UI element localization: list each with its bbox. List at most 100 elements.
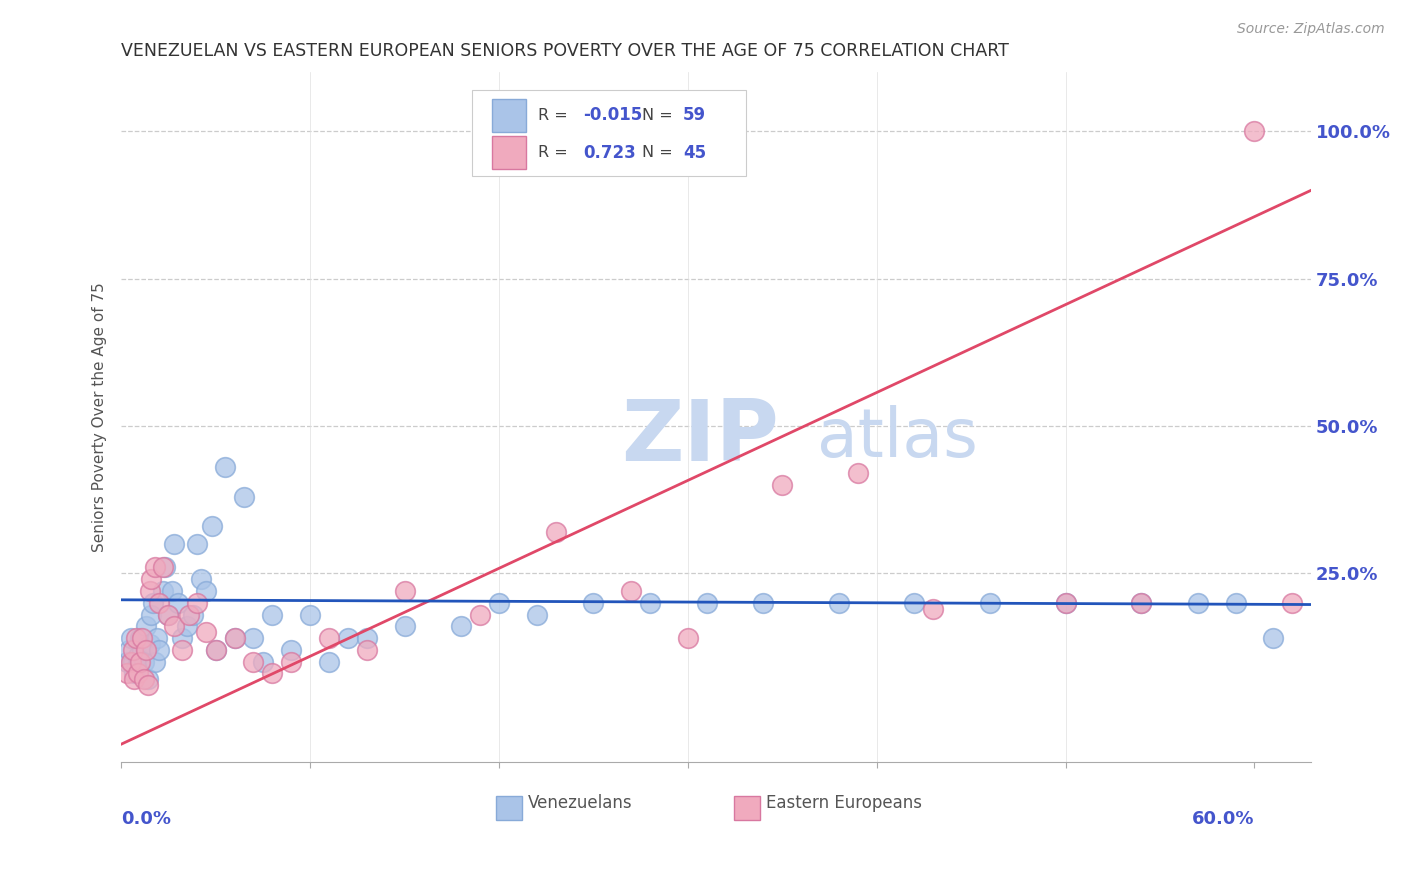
Point [163,537,186,551]
Point [186,537,208,551]
Point [488,596,510,610]
FancyBboxPatch shape [496,796,522,820]
Point [141,607,163,622]
Point [115,666,138,681]
Point [167,596,190,610]
Point [696,596,718,610]
Point [152,584,174,599]
Point [125,660,148,674]
Point [157,607,180,622]
Point [138,584,160,599]
Text: 0.723: 0.723 [583,144,636,161]
Point [1263,631,1285,645]
Point [638,596,661,610]
Point [129,655,152,669]
Point [181,607,204,622]
Point [131,643,153,657]
Point [828,596,851,610]
Point [336,631,359,645]
Point [1130,596,1153,610]
Point [224,631,246,645]
Point [136,673,159,687]
Text: Source: ZipAtlas.com: Source: ZipAtlas.com [1237,22,1385,37]
Text: 59: 59 [683,106,706,124]
Text: N =: N = [643,145,678,160]
Point [146,631,169,645]
Text: R =: R = [537,108,572,123]
Point [318,631,340,645]
Point [148,643,170,657]
Point [752,596,775,610]
Point [129,631,152,645]
Y-axis label: Seniors Poverty Over the Age of 75: Seniors Poverty Over the Age of 75 [93,282,107,552]
Point [132,655,155,669]
Text: Venezuelans: Venezuelans [529,794,633,813]
FancyBboxPatch shape [472,90,747,176]
Point [394,619,416,633]
Point [163,619,186,633]
Point [127,648,149,663]
Point [846,466,869,480]
Text: 60.0%: 60.0% [1192,810,1254,828]
Point [1319,596,1341,610]
Point [356,631,378,645]
Point [1054,596,1077,610]
Text: -0.015: -0.015 [583,106,643,124]
Point [582,596,605,610]
Point [979,596,1001,610]
Point [468,607,491,622]
Point [124,673,146,687]
Point [1243,124,1265,138]
Point [127,666,149,681]
Point [252,655,274,669]
Point [157,607,180,622]
Point [1130,596,1153,610]
Text: Eastern Europeans: Eastern Europeans [766,794,922,813]
FancyBboxPatch shape [734,796,761,820]
Point [195,584,218,599]
Point [676,631,699,645]
Point [201,519,224,533]
FancyBboxPatch shape [492,136,526,169]
Point [214,460,236,475]
Point [170,643,193,657]
Point [620,584,643,599]
Point [450,619,472,633]
Point [135,619,157,633]
Point [242,631,264,645]
Point [148,596,170,610]
Point [394,584,416,599]
Text: N =: N = [643,108,678,123]
Point [115,655,138,669]
Point [280,643,302,657]
Point [121,643,143,657]
Point [176,619,198,633]
Point [124,666,146,681]
Point [1187,596,1209,610]
Point [160,584,183,599]
Point [224,631,246,645]
Point [142,596,165,610]
Point [141,572,163,586]
Point [280,655,302,669]
Point [120,631,142,645]
Point [1395,596,1406,610]
Point [121,655,143,669]
Point [186,596,208,610]
Point [1281,596,1303,610]
Point [138,637,160,651]
Point [233,490,256,504]
Point [179,607,201,622]
Text: ZIP: ZIP [621,396,779,479]
Text: 0.0%: 0.0% [121,810,172,828]
Point [143,655,166,669]
Point [152,560,174,574]
Point [204,643,226,657]
Point [204,643,226,657]
Point [356,643,378,657]
Point [132,673,155,687]
Point [143,560,166,574]
Point [318,655,340,669]
Point [242,655,264,669]
Point [526,607,548,622]
